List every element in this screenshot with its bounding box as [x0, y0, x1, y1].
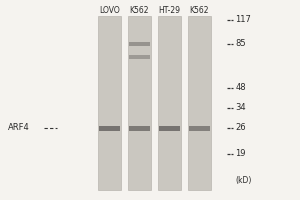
Bar	[98, 16, 121, 190]
Text: 48: 48	[236, 84, 246, 92]
Bar	[129, 42, 150, 46]
Text: K562: K562	[190, 6, 209, 15]
Text: (kD): (kD)	[236, 176, 252, 185]
Text: 19: 19	[236, 150, 246, 158]
Text: LOVO: LOVO	[99, 6, 120, 15]
Text: K562: K562	[130, 6, 149, 15]
Bar	[129, 55, 150, 59]
Bar	[188, 16, 211, 190]
Text: ARF4: ARF4	[8, 123, 30, 132]
Bar	[99, 126, 120, 131]
Text: 34: 34	[236, 104, 246, 112]
Text: 26: 26	[236, 123, 246, 132]
Bar	[189, 126, 210, 131]
Bar	[128, 16, 151, 190]
Bar	[129, 126, 150, 131]
Bar	[158, 16, 181, 190]
Bar	[159, 126, 180, 131]
Text: 85: 85	[236, 40, 246, 48]
Text: 117: 117	[236, 16, 251, 24]
Text: HT-29: HT-29	[158, 6, 181, 15]
